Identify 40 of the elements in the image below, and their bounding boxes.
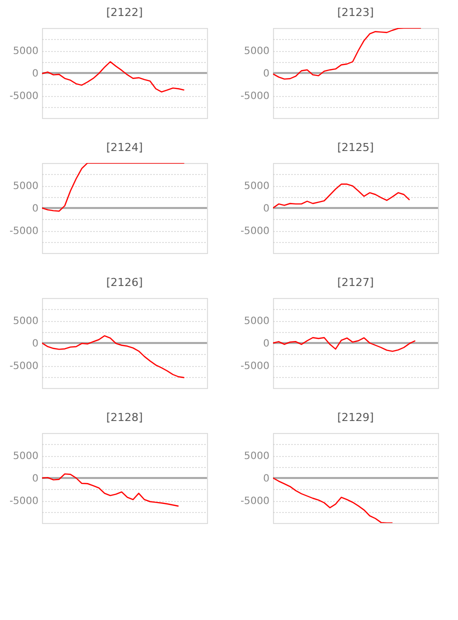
line-series bbox=[42, 335, 185, 378]
line-series bbox=[273, 337, 416, 352]
y-tick-label: 5000 bbox=[13, 181, 38, 192]
y-tick-label: -5000 bbox=[240, 361, 270, 372]
chart-title: [2126] bbox=[106, 276, 143, 289]
y-tick-label: 5000 bbox=[13, 46, 38, 57]
line-series bbox=[273, 184, 410, 209]
y-tick-label: 5000 bbox=[13, 451, 38, 462]
y-tick-label: -5000 bbox=[9, 91, 38, 102]
y-tick-label: 5000 bbox=[13, 316, 38, 327]
y-tick-label: 0 bbox=[32, 474, 38, 484]
line-series bbox=[273, 477, 394, 523]
y-tick-label: -5000 bbox=[240, 496, 270, 507]
y-tick-label: 5000 bbox=[244, 181, 270, 192]
line-series bbox=[42, 61, 185, 92]
y-tick-label: 0 bbox=[32, 204, 38, 214]
chart-title: [2128] bbox=[106, 411, 143, 424]
y-tick-label: -5000 bbox=[9, 226, 38, 237]
y-tick-label: 0 bbox=[32, 68, 38, 80]
y-tick-label: 0 bbox=[263, 338, 270, 350]
y-tick-label: 0 bbox=[32, 338, 38, 350]
y-tick-label: -5000 bbox=[240, 91, 270, 102]
y-tick-label: 5000 bbox=[244, 316, 270, 327]
line-series bbox=[42, 163, 185, 212]
y-tick-label: 0 bbox=[263, 68, 270, 80]
y-tick-label: -5000 bbox=[9, 496, 38, 507]
chart-title: [2129] bbox=[337, 411, 374, 424]
y-tick-label: 0 bbox=[263, 204, 270, 214]
chart-title: [2123] bbox=[337, 6, 374, 19]
y-tick-label: 5000 bbox=[244, 451, 270, 462]
chart-title: [2124] bbox=[106, 141, 143, 154]
line-series bbox=[273, 28, 422, 80]
chart-title: [2125] bbox=[337, 141, 374, 154]
chart-title: [2122] bbox=[106, 6, 143, 19]
y-tick-label: 0 bbox=[263, 474, 270, 484]
y-tick-label: -5000 bbox=[9, 361, 38, 372]
line-series bbox=[42, 473, 180, 507]
y-tick-label: -5000 bbox=[240, 226, 270, 237]
y-tick-label: 5000 bbox=[244, 46, 270, 57]
chart-title: [2127] bbox=[337, 276, 374, 289]
